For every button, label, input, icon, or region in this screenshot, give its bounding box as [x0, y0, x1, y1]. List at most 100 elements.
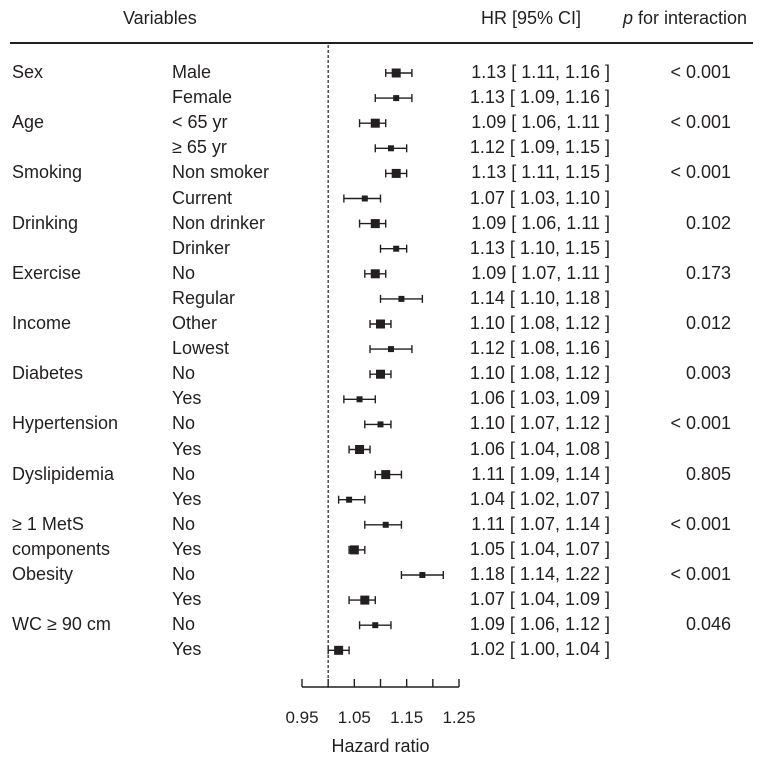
level-label: Female	[172, 87, 233, 108]
p-value: 0.102	[685, 212, 731, 233]
p-value: < 0.001	[670, 162, 731, 183]
p-value: 0.003	[685, 363, 731, 384]
hr-marker	[360, 595, 370, 605]
hr-ci-value: 1.13 [ 1.11, 1.16 ]	[471, 62, 610, 82]
level-label: ≥ 65 yr	[172, 137, 227, 158]
p-value: 0.805	[685, 463, 731, 484]
hr-marker	[391, 68, 401, 78]
level-label: Yes	[172, 488, 202, 509]
variables-header: Variables	[123, 8, 197, 28]
level-label: Yes	[172, 438, 202, 459]
p-value: < 0.001	[670, 62, 731, 82]
variable-label: Age	[12, 112, 45, 133]
hr-ci-value: 1.06 [ 1.03, 1.09 ]	[469, 388, 610, 409]
level-label: No	[172, 413, 196, 434]
header-rule	[10, 42, 753, 44]
variable-label: Exercise	[12, 262, 82, 283]
hr-ci-value: 1.02 [ 1.00, 1.04 ]	[469, 639, 610, 660]
variable-label: Drinking	[12, 212, 79, 233]
level-label: Yes	[172, 538, 202, 559]
hr-ci-value: 1.09 [ 1.06, 1.12 ]	[469, 614, 610, 635]
hr-ci-value: 1.11 [ 1.07, 1.14 ]	[471, 513, 610, 534]
hr-ci-value: 1.12 [ 1.09, 1.15 ]	[469, 137, 610, 158]
level-label: Regular	[172, 287, 236, 308]
level-label: < 65 yr	[172, 112, 228, 133]
level-label: Non smoker	[172, 162, 270, 183]
p-interaction-header: p for interaction	[623, 8, 747, 29]
hr-ci-value: 1.05 [ 1.04, 1.07 ]	[469, 538, 610, 559]
variable-label: Hypertension	[12, 413, 119, 434]
hr-marker	[372, 622, 379, 629]
variable-label: components	[12, 538, 111, 559]
x-tick-label: 1.05	[338, 708, 371, 727]
hr-marker	[370, 118, 380, 128]
p-value: < 0.001	[670, 112, 731, 133]
level-label: Drinker	[172, 237, 231, 258]
hr-ci-value: 1.07 [ 1.04, 1.09 ]	[469, 589, 610, 610]
hr-marker	[382, 521, 389, 528]
hr-marker	[393, 245, 400, 252]
hr-marker	[376, 319, 385, 329]
p-letter: p	[623, 8, 634, 28]
level-label: No	[172, 513, 196, 534]
variable-label: Sex	[12, 62, 44, 82]
level-label: No	[172, 614, 196, 635]
hr-ci-value: 1.18 [ 1.14, 1.22 ]	[469, 564, 610, 584]
hr-marker	[393, 95, 400, 102]
variable-label: Obesity	[12, 564, 74, 584]
hr-marker	[334, 645, 344, 655]
level-label: Non drinker	[172, 212, 266, 233]
variable-label: Dyslipidemia	[12, 463, 115, 484]
p-value: < 0.001	[670, 413, 731, 434]
x-tick-label: 1.25	[442, 708, 475, 727]
level-label: No	[172, 363, 196, 384]
p-value: < 0.001	[670, 513, 731, 534]
level-label: No	[172, 463, 196, 484]
hr-ci-value: 1.09 [ 1.06, 1.11 ]	[471, 212, 610, 233]
level-label: Male	[172, 62, 212, 82]
hr-ci-value: 1.10 [ 1.08, 1.12 ]	[469, 313, 610, 333]
hr-marker	[370, 269, 380, 279]
p-header-rest: for interaction	[633, 8, 748, 28]
hr-ci-value: 1.12 [ 1.08, 1.16 ]	[469, 338, 610, 359]
hr-ci-value: 1.13 [ 1.09, 1.16 ]	[469, 87, 610, 108]
level-label: Yes	[172, 388, 202, 409]
variable-label: Diabetes	[12, 363, 84, 384]
hr-ci-value: 1.04 [ 1.02, 1.07 ]	[469, 488, 610, 509]
x-axis-label: Hazard ratio	[331, 736, 429, 756]
level-label: Current	[172, 187, 233, 208]
hr-ci-value: 1.11 [ 1.09, 1.14 ]	[471, 463, 610, 484]
variable-label: Income	[12, 313, 72, 333]
x-tick-label: 0.95	[285, 708, 318, 727]
p-value: 0.046	[685, 614, 731, 635]
level-label: Yes	[172, 589, 202, 610]
hr-marker	[377, 421, 384, 428]
level-label: No	[172, 262, 196, 283]
hr-marker	[370, 219, 380, 229]
hr-marker	[349, 545, 359, 555]
hr-ci-value: 1.13 [ 1.11, 1.15 ]	[471, 162, 610, 183]
hr-ci-value: 1.10 [ 1.08, 1.12 ]	[469, 363, 610, 384]
level-label: Yes	[172, 639, 202, 660]
hr-marker	[419, 572, 426, 578]
level-label: Other	[172, 313, 218, 333]
hr-marker	[391, 168, 401, 178]
variable-label: WC ≥ 90 cm	[12, 614, 111, 635]
hr-ci-value: 1.09 [ 1.06, 1.11 ]	[471, 112, 610, 133]
hr-marker	[387, 145, 394, 152]
p-value: 0.173	[685, 262, 731, 283]
hr-marker	[381, 470, 391, 480]
hr-ci-value: 1.06 [ 1.04, 1.08 ]	[469, 438, 610, 459]
variable-label: Smoking	[12, 162, 83, 183]
variable-label: ≥ 1 MetS	[12, 513, 84, 534]
hr-ci-header: HR [95% CI]	[481, 8, 582, 28]
level-label: No	[172, 564, 196, 584]
p-value: < 0.001	[670, 564, 731, 584]
hr-marker	[346, 496, 353, 503]
x-tick-label: 1.15	[390, 708, 423, 727]
hr-ci-value: 1.07 [ 1.03, 1.10 ]	[469, 187, 610, 208]
hr-ci-value: 1.13 [ 1.10, 1.15 ]	[469, 237, 610, 258]
hr-marker	[387, 346, 394, 353]
hr-marker	[355, 445, 365, 454]
